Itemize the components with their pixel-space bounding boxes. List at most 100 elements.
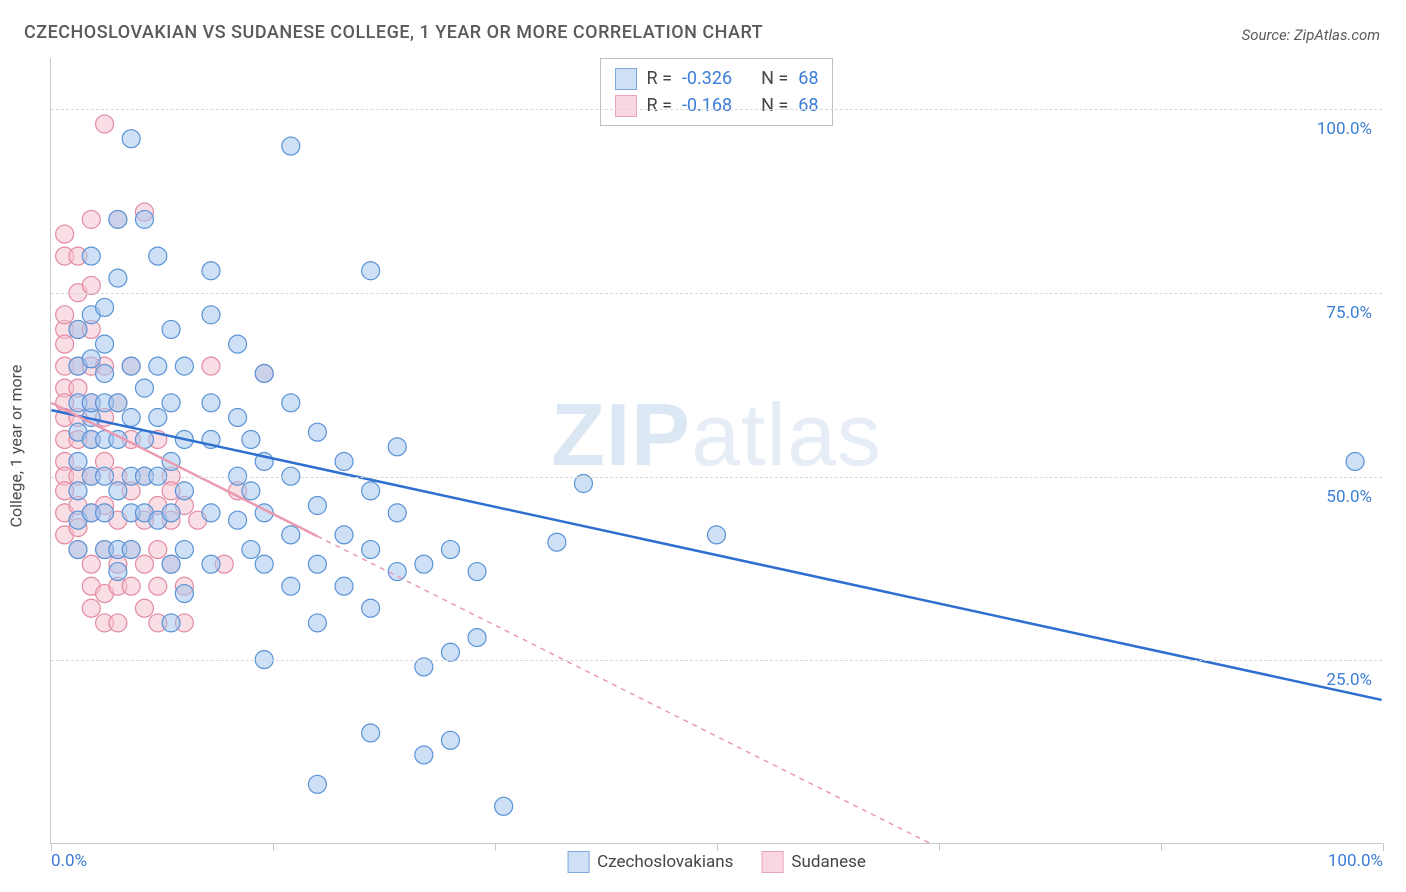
scatter-point: [69, 320, 87, 338]
scatter-point: [122, 408, 140, 426]
legend-swatch-sudanese-icon: [761, 851, 783, 873]
series-legend: Czechoslovakians Sudanese: [567, 851, 866, 873]
n-label: N =: [761, 92, 788, 119]
scatter-point: [242, 541, 260, 559]
legend-row-czech: R = -0.326 N = 68: [615, 65, 819, 92]
scatter-point: [362, 262, 380, 280]
scatter-point: [202, 394, 220, 412]
scatter-plot: ZIPatlas R = -0.326 N = 68 R = -0.168 N …: [50, 58, 1382, 844]
scatter-point: [135, 210, 153, 228]
scatter-point: [308, 423, 326, 441]
scatter-point: [335, 526, 353, 544]
scatter-point: [122, 130, 140, 148]
scatter-point: [82, 276, 100, 294]
scatter-point: [122, 577, 140, 595]
scatter-point: [69, 541, 87, 559]
scatter-point: [388, 563, 406, 581]
scatter-point: [135, 379, 153, 397]
r-label: R =: [647, 92, 672, 119]
scatter-point: [162, 555, 180, 573]
ytick-label: 25.0%: [1326, 670, 1372, 690]
ytick-label: 100.0%: [1317, 119, 1372, 139]
scatter-point: [229, 408, 247, 426]
scatter-point: [362, 482, 380, 500]
scatter-point: [56, 335, 74, 353]
scatter-point: [362, 724, 380, 742]
scatter-point: [388, 438, 406, 456]
scatter-point: [415, 555, 433, 573]
scatter-point: [255, 364, 273, 382]
xtick: [1161, 843, 1162, 851]
scatter-point: [149, 541, 167, 559]
scatter-point: [441, 541, 459, 559]
gridline: [51, 660, 1382, 661]
legend-swatch-sudanese: [615, 95, 637, 117]
xtick: [717, 843, 718, 851]
scatter-point: [335, 453, 353, 471]
scatter-point: [149, 357, 167, 375]
scatter-point: [69, 482, 87, 500]
y-axis-label: College, 1 year or more: [7, 365, 26, 528]
scatter-point: [56, 306, 74, 324]
scatter-point: [388, 504, 406, 522]
scatter-point: [109, 394, 127, 412]
scatter-point: [282, 137, 300, 155]
scatter-point: [82, 599, 100, 617]
scatter-point: [162, 504, 180, 522]
scatter-point: [335, 577, 353, 595]
scatter-point: [175, 541, 193, 559]
gridline: [51, 109, 1382, 110]
ytick-label: 75.0%: [1326, 303, 1372, 323]
scatter-point: [149, 577, 167, 595]
scatter-point: [135, 555, 153, 573]
scatter-point: [282, 526, 300, 544]
legend-swatch-czech-icon: [567, 851, 589, 873]
legend-item-czech: Czechoslovakians: [567, 851, 733, 873]
scatter-point: [229, 511, 247, 529]
source-value: ZipAtlas.com: [1294, 26, 1380, 44]
scatter-point: [202, 262, 220, 280]
scatter-point: [175, 585, 193, 603]
chart-title: CZECHOSLOVAKIAN VS SUDANESE COLLEGE, 1 Y…: [24, 22, 763, 43]
n-value-sudanese: 68: [798, 92, 818, 119]
scatter-point: [109, 614, 127, 632]
scatter-point: [415, 746, 433, 764]
r-value-czech: -0.326: [682, 65, 732, 92]
source-prefix: Source:: [1242, 26, 1294, 44]
scatter-point: [149, 247, 167, 265]
plot-svg: [51, 58, 1382, 843]
xtick-label: 100.0%: [1328, 851, 1383, 871]
r-label: R =: [647, 65, 672, 92]
scatter-point: [109, 482, 127, 500]
legend-label-sudanese: Sudanese: [791, 852, 866, 872]
scatter-point: [242, 482, 260, 500]
scatter-point: [308, 775, 326, 793]
scatter-point: [708, 526, 726, 544]
scatter-point: [202, 357, 220, 375]
legend-item-sudanese: Sudanese: [761, 851, 866, 873]
scatter-point: [1346, 453, 1364, 471]
scatter-point: [282, 577, 300, 595]
scatter-point: [96, 504, 114, 522]
xtick: [495, 843, 496, 851]
scatter-point: [109, 563, 127, 581]
scatter-point: [175, 357, 193, 375]
scatter-point: [82, 350, 100, 368]
correlation-legend: R = -0.326 N = 68 R = -0.168 N = 68: [600, 58, 834, 126]
source-label: Source: ZipAtlas.com: [1242, 26, 1380, 44]
scatter-point: [362, 541, 380, 559]
scatter-point: [122, 541, 140, 559]
xtick: [939, 843, 940, 851]
scatter-point: [122, 357, 140, 375]
scatter-point: [135, 599, 153, 617]
scatter-point: [175, 482, 193, 500]
scatter-point: [495, 797, 513, 815]
scatter-point: [69, 453, 87, 471]
scatter-point: [242, 431, 260, 449]
scatter-point: [282, 394, 300, 412]
scatter-point: [308, 497, 326, 515]
scatter-point: [441, 643, 459, 661]
gridline: [51, 293, 1382, 294]
scatter-point: [229, 335, 247, 353]
scatter-point: [149, 408, 167, 426]
